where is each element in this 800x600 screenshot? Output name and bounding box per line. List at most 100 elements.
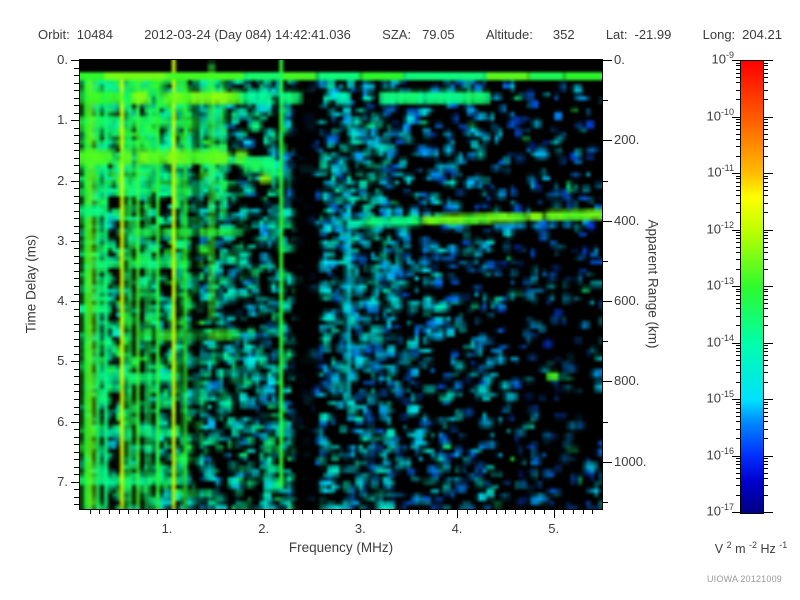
colorbar-tick-label: 10-10 — [706, 106, 734, 123]
y-left-minor-tick — [74, 331, 79, 333]
colorbar-major-tick — [732, 286, 740, 287]
y-right-tick-label: 400. — [614, 212, 640, 228]
colorbar-minor-tick — [736, 175, 740, 177]
y-left-minor-tick — [74, 474, 79, 476]
colorbar-minor-tick — [736, 178, 740, 180]
y-left-minor-tick — [74, 203, 79, 205]
colorbar-minor-tick — [736, 407, 740, 409]
colorbar-minor-tick — [736, 77, 740, 78]
colorbar-minor-tick — [763, 485, 768, 487]
header: Orbit: 10484 2012-03-24 (Day 084) 14:42:4… — [38, 27, 782, 42]
colorbar-minor-tick — [736, 181, 740, 183]
altitude-label: Altitude: — [485, 27, 533, 42]
x-axis-tick-label: 4. — [451, 521, 463, 536]
colorbar-tick-label: 10-12 — [706, 219, 734, 236]
x-axis-minor-tick — [302, 509, 304, 514]
colorbar-minor-tick — [763, 308, 768, 310]
y-right-minor-tick — [603, 501, 608, 503]
y-left-minor-tick — [74, 489, 79, 491]
lat-label: Lat: — [605, 27, 628, 42]
y-left-minor-tick — [74, 346, 79, 348]
colorbar-minor-tick — [763, 234, 768, 236]
x-axis-minor-tick — [350, 509, 352, 514]
colorbar-minor-tick — [763, 259, 768, 261]
colorbar-minor-tick — [763, 251, 768, 253]
colorbar-minor-tick — [736, 460, 740, 462]
x-axis-minor-tick — [321, 509, 323, 514]
colorbar-minor-tick — [763, 372, 768, 374]
header-lat: Lat: -21.99 — [606, 27, 672, 42]
x-axis-minor-tick — [582, 509, 584, 514]
colorbar-minor-tick — [736, 355, 740, 357]
y-left-major-tick — [71, 301, 79, 303]
x-axis-minor-tick — [244, 509, 246, 514]
colorbar-minor-tick — [763, 190, 768, 191]
x-axis-minor-tick — [254, 509, 255, 514]
colorbar-tick-label: 10-17 — [706, 502, 734, 519]
colorbar-minor-tick — [763, 325, 768, 327]
colorbar-minor-tick — [763, 416, 768, 417]
colorbar-minor-tick — [736, 364, 740, 366]
x-axis-minor-tick — [592, 509, 594, 514]
colorbar-minor-tick — [736, 190, 740, 191]
y-left-minor-tick — [74, 391, 79, 393]
x-axis-major-tick — [553, 509, 555, 518]
colorbar-major-tick — [732, 116, 740, 118]
colorbar-minor-tick — [736, 372, 740, 374]
y-left-minor-tick — [74, 278, 79, 280]
colorbar-minor-tick — [763, 268, 768, 270]
colorbar-minor-tick — [763, 401, 768, 403]
x-axis-minor-tick — [283, 509, 284, 514]
colorbar-minor-tick — [763, 355, 768, 357]
colorbar-minor-tick — [763, 185, 768, 187]
y-left-minor-tick — [74, 286, 79, 287]
colorbar-minor-tick — [763, 345, 768, 347]
x-axis-tick-label: 2. — [258, 521, 270, 536]
y-left-minor-tick — [74, 308, 79, 310]
x-axis-minor-tick — [466, 509, 468, 514]
colorbar-minor-tick — [763, 315, 768, 317]
colorbar-minor-tick — [736, 65, 740, 67]
colorbar-minor-tick — [736, 125, 740, 127]
y-left-minor-tick — [74, 75, 79, 77]
colorbar-minor-tick — [736, 268, 740, 270]
colorbar-minor-tick — [736, 381, 740, 383]
colorbar-minor-tick — [763, 303, 768, 304]
x-axis-minor-tick — [379, 509, 381, 514]
y-left-minor-tick — [74, 414, 79, 416]
y-right-minor-tick — [603, 341, 608, 343]
colorbar-minor-tick — [736, 234, 740, 236]
colorbar-major-tick — [763, 512, 773, 513]
y-left-major-tick — [71, 361, 79, 363]
datetime-value: 2012-03-24 (Day 084) 14:42:41.036 — [144, 27, 351, 42]
y-left-minor-tick — [74, 353, 79, 355]
colorbar-minor-tick — [763, 62, 768, 64]
y-left-minor-tick — [74, 218, 79, 220]
colorbar-minor-tick — [763, 99, 768, 101]
colorbar-minor-tick — [763, 146, 768, 148]
y-right-minor-tick — [603, 100, 608, 102]
orbit-value: 10484 — [76, 27, 113, 42]
x-axis-minor-tick — [205, 509, 207, 514]
sza-label: SZA: — [382, 27, 412, 42]
colorbar-minor-tick — [763, 181, 768, 183]
colorbar-minor-tick — [736, 291, 740, 293]
colorbar-minor-tick — [763, 428, 768, 430]
y-left-tick-label: 7. — [57, 473, 68, 489]
x-axis-minor-tick — [428, 509, 429, 514]
colorbar-minor-tick — [736, 288, 740, 290]
colorbar-minor-tick — [763, 119, 768, 121]
y-left-minor-tick — [74, 173, 79, 174]
y-left-minor-tick — [74, 406, 79, 408]
colorbar-major-tick — [732, 173, 740, 174]
colorbar-major-tick — [732, 229, 740, 231]
colorbar-minor-tick — [736, 485, 740, 487]
colorbar-major-tick — [763, 455, 773, 457]
colorbar-minor-tick — [736, 438, 740, 440]
colorbar-minor-tick — [736, 404, 740, 406]
y-left-minor-tick — [74, 112, 79, 114]
colorbar-minor-tick — [763, 72, 768, 74]
x-axis-minor-tick — [418, 509, 420, 514]
header-long: Long: 204.21 — [703, 27, 782, 42]
